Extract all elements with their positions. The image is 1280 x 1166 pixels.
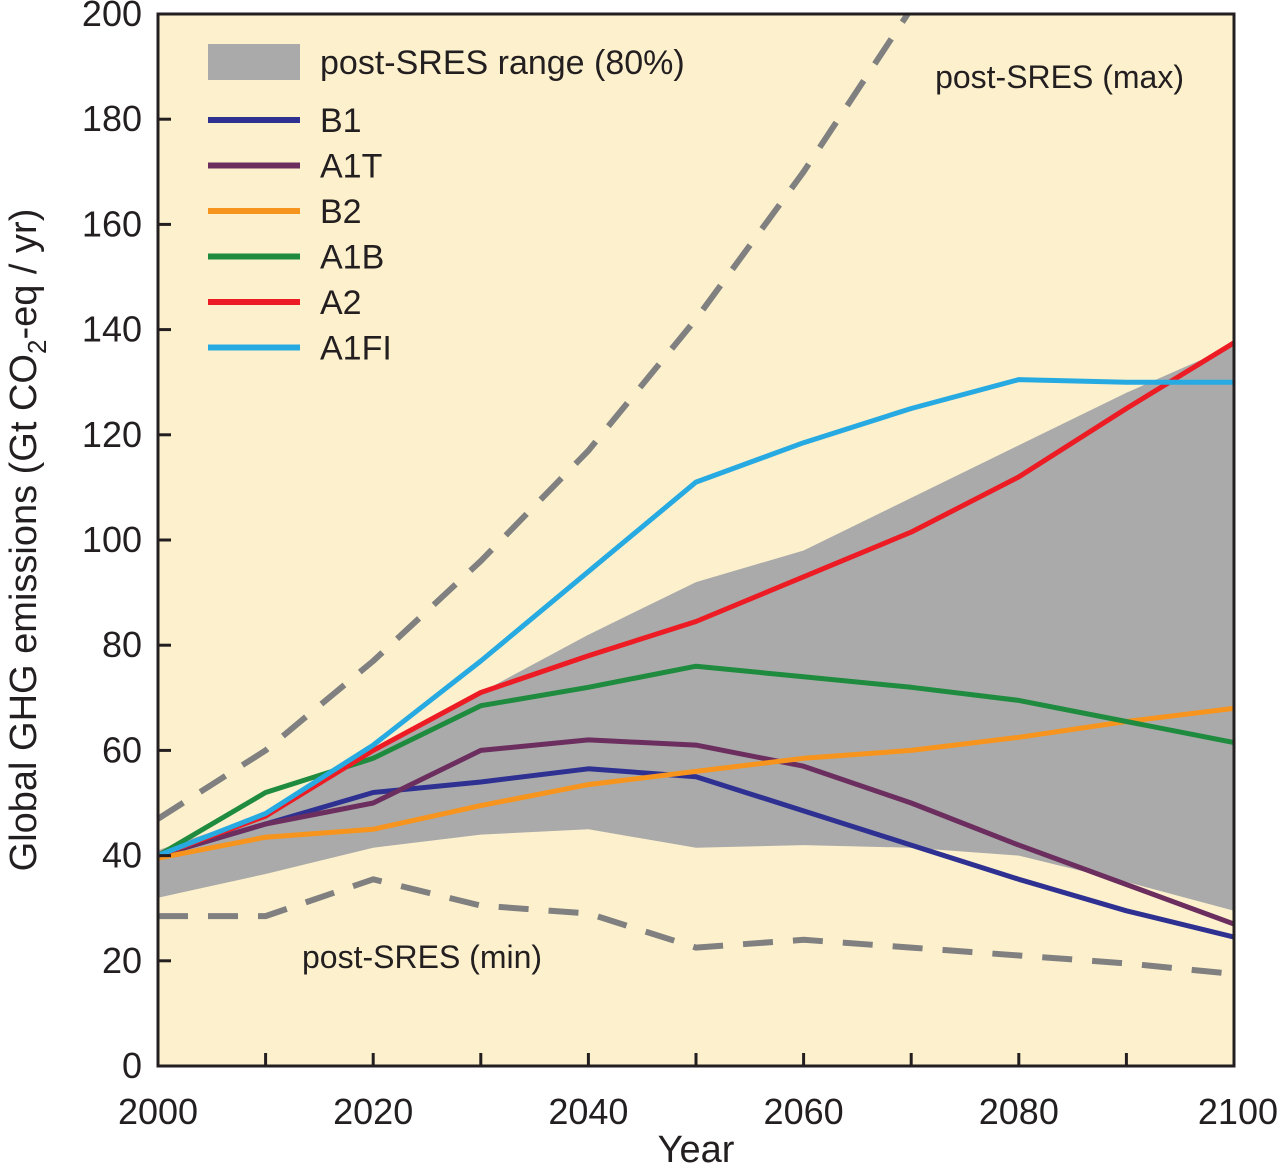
post-sres-range-band	[158, 345, 1234, 911]
legend-label-a2: A2	[320, 284, 362, 322]
post-sres-max-line	[158, 14, 912, 822]
series-line-b1	[158, 766, 1234, 940]
series-line-a2	[158, 340, 1234, 858]
y-tick-label: 80	[102, 624, 142, 665]
y-tick-label: 160	[82, 203, 142, 244]
legend-label-b1: B1	[320, 102, 362, 140]
x-tick-label: 2080	[979, 1091, 1059, 1132]
legend-label-a1t: A1T	[320, 148, 382, 186]
legend: post-SRES range (80%) B1 A1T B2 A1B A2 A1FI	[208, 44, 685, 368]
annotation-post-sres-min: post-SRES (min)	[302, 939, 542, 975]
y-axis-label-subscript: 2	[22, 340, 52, 354]
y-tick-label: 20	[102, 940, 142, 981]
x-tick-label: 2100	[1198, 1091, 1278, 1132]
annotation-post-sres-max: post-SRES (max)	[935, 59, 1184, 95]
y-tick-label: 100	[82, 519, 142, 560]
x-tick-label: 2020	[333, 1091, 413, 1132]
legend-label-b2: B2	[320, 193, 362, 231]
y-tick-label: 120	[82, 414, 142, 455]
x-tick-label: 2000	[118, 1091, 198, 1132]
y-tick-label: 180	[82, 98, 142, 139]
y-tick-label: 60	[102, 729, 142, 770]
x-tick-label: 2040	[548, 1091, 628, 1132]
legend-label-a1b: A1B	[320, 239, 384, 277]
y-tick-label: 0	[122, 1045, 142, 1086]
legend-label-a1fi: A1FI	[320, 330, 392, 368]
x-axis-label: Year	[658, 1129, 735, 1166]
series-line-a1t	[158, 737, 1234, 927]
y-tick-label: 200	[82, 0, 142, 34]
x-tick-label: 2060	[764, 1091, 844, 1132]
legend-swatch-post-sres-range	[208, 44, 300, 80]
y-axis-label-part: -eq / yr)	[3, 209, 45, 340]
y-axis-label: Global GHG emissions (Gt CO2-eq / yr)	[3, 209, 52, 872]
y-tick-label: 140	[82, 309, 142, 350]
series-line-b2	[158, 705, 1234, 861]
y-tick-label: 40	[102, 835, 142, 876]
series-line-a1fi	[158, 377, 1234, 858]
post-sres-min-line	[158, 876, 1234, 977]
y-axis-label-part: Global GHG emissions (Gt CO	[3, 354, 45, 871]
legend-label-post-sres-range: post-SRES range (80%)	[320, 44, 685, 82]
